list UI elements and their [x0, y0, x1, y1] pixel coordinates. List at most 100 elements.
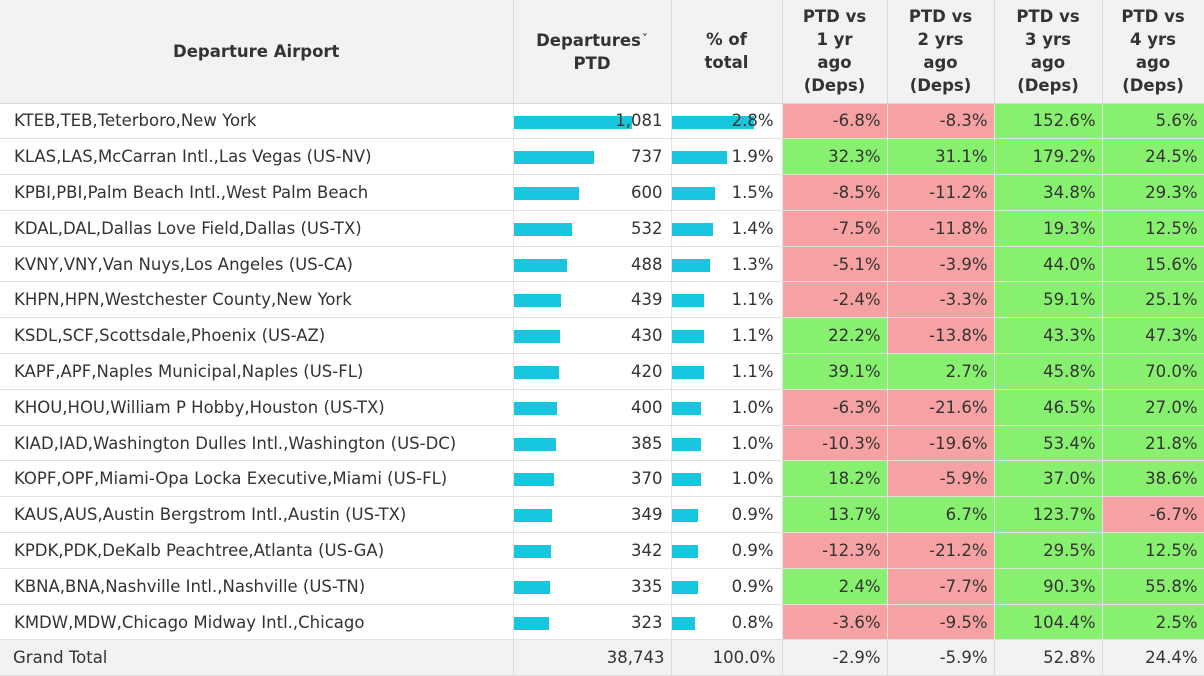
- table-row: KLAS,LAS,McCarran Intl.,Las Vegas (US-NV…: [0, 138, 1204, 176]
- departures-bar: [513, 294, 562, 308]
- departures-value: 370: [631, 469, 663, 489]
- share-cell: 0.9%: [671, 532, 783, 569]
- header-ptd-vs-4yrs: PTD vs 4 yrs ago (Deps): [1102, 0, 1204, 104]
- departures-cell: 532: [513, 210, 672, 247]
- departures-value: 323: [631, 612, 663, 632]
- share-cell: 1.0%: [671, 389, 783, 426]
- sort-descending-icon[interactable]: ˅: [641, 31, 648, 46]
- share-value: 1.1%: [731, 326, 774, 346]
- airport-name-cell: KPDK,PDK,DeKalb Peachtree,Atlanta (US-GA…: [0, 532, 514, 569]
- share-bar: [671, 509, 698, 523]
- share-bar: [671, 222, 713, 236]
- departures-value: 349: [631, 505, 663, 525]
- airport-name-cell: KVNY,VNY,Van Nuys,Los Angeles (US-CA): [0, 246, 514, 283]
- ptd-vs-1-cell: 13.7%: [782, 496, 888, 534]
- header-line: 3 yrs: [1025, 30, 1071, 50]
- header-line: ago: [817, 53, 852, 73]
- header-line: total: [704, 53, 749, 73]
- grand-total-share: 100.0%: [671, 639, 783, 676]
- share-value: 1.1%: [731, 361, 774, 381]
- ptd-vs-2-cell: -21.2%: [887, 532, 995, 569]
- departures-cell: 400: [513, 389, 672, 426]
- share-bar: [671, 580, 698, 594]
- departures-value: 488: [631, 254, 663, 274]
- grand-total-vs-3: 52.8%: [994, 639, 1103, 676]
- table-body: KTEB,TEB,Teterboro,New York 1,081 2.8% -6.8…: [0, 103, 1204, 676]
- share-cell: 0.9%: [671, 496, 783, 534]
- departures-value: 420: [631, 361, 663, 381]
- table-row: KVNY,VNY,Van Nuys,Los Angeles (US-CA) 488…: [0, 246, 1204, 283]
- departures-cell: 370: [513, 460, 672, 498]
- share-bar: [671, 545, 698, 559]
- header-line: ago: [1135, 53, 1171, 73]
- ptd-vs-3-cell: 45.8%: [994, 353, 1103, 390]
- share-bar: [671, 366, 704, 380]
- ptd-vs-3-cell: 37.0%: [994, 460, 1103, 498]
- header-line: PTD vs: [1016, 7, 1080, 27]
- ptd-vs-2-cell: -8.3%: [887, 103, 995, 140]
- header-line: PTD: [573, 53, 611, 73]
- ptd-vs-2-cell: -11.2%: [887, 174, 995, 211]
- departures-cell: 439: [513, 281, 672, 319]
- ptd-vs-2-cell: 31.1%: [887, 138, 995, 176]
- share-value: 1.0%: [731, 433, 774, 453]
- grand-total-vs-4: 24.4%: [1102, 639, 1204, 676]
- departures-cell: 488: [513, 246, 672, 283]
- header-line: (Deps): [1017, 76, 1079, 96]
- ptd-vs-3-cell: 152.6%: [994, 103, 1103, 140]
- share-cell: 0.9%: [671, 568, 783, 605]
- share-bar: [671, 258, 710, 272]
- table-row: KSDL,SCF,Scottsdale,Phoenix (US-AZ) 430 1.…: [0, 317, 1204, 355]
- departures-bar: [513, 580, 551, 594]
- share-value: 0.9%: [731, 540, 774, 560]
- table-row: KMDW,MDW,Chicago Midway Intl.,Chicago 323…: [0, 604, 1204, 641]
- ptd-vs-3-cell: 19.3%: [994, 210, 1103, 247]
- header-departures-ptd[interactable]: Departures˅ PTD: [513, 0, 672, 104]
- header-line: (Deps): [909, 76, 972, 96]
- grand-total-row: Grand Total 38,743 100.0% -2.9% -5.9% 52.8% 24…: [0, 639, 1204, 676]
- header-ptd-vs-3yrs: PTD vs 3 yrs ago (Deps): [994, 0, 1103, 104]
- share-value: 1.3%: [731, 254, 774, 274]
- departures-bar: [513, 330, 561, 344]
- header-line: (Deps): [1122, 76, 1184, 96]
- table-row: KOPF,OPF,Miami-Opa Locka Executive,Miami…: [0, 460, 1204, 498]
- table-row: KAPF,APF,Naples Municipal,Naples (US-FL)…: [0, 353, 1204, 390]
- departures-bar: [513, 616, 549, 630]
- grand-total-vs-1: -2.9%: [782, 639, 888, 676]
- ptd-vs-1-cell: -2.4%: [782, 281, 888, 319]
- departures-value: 400: [631, 397, 663, 417]
- departures-cell: 737: [513, 138, 672, 176]
- share-value: 0.9%: [731, 576, 774, 596]
- ptd-vs-4-cell: 25.1%: [1102, 281, 1204, 319]
- airport-name-cell: KOPF,OPF,Miami-Opa Locka Executive,Miami…: [0, 460, 514, 498]
- ptd-vs-3-cell: 53.4%: [994, 425, 1103, 462]
- ptd-vs-2-cell: 6.7%: [887, 496, 995, 534]
- share-cell: 1.0%: [671, 425, 783, 462]
- table-row: KIAD,IAD,Washington Dulles Intl.,Washing…: [0, 425, 1204, 462]
- ptd-vs-4-cell: 2.5%: [1102, 604, 1204, 641]
- share-cell: 1.5%: [671, 174, 783, 211]
- grand-total-vs-2: -5.9%: [887, 639, 995, 676]
- header-line: 1 yr: [816, 30, 853, 50]
- ptd-vs-3-cell: 104.4%: [994, 604, 1103, 641]
- header-ptd-vs-2yrs: PTD vs 2 yrs ago (Deps): [887, 0, 995, 104]
- departures-bar: [513, 473, 554, 487]
- ptd-vs-4-cell: 15.6%: [1102, 246, 1204, 283]
- departures-value: 737: [631, 147, 663, 167]
- header-line: Departure Airport: [173, 41, 340, 61]
- airport-name-cell: KLAS,LAS,McCarran Intl.,Las Vegas (US-NV…: [0, 138, 514, 176]
- ptd-vs-4-cell: 12.5%: [1102, 210, 1204, 247]
- table-row: KBNA,BNA,Nashville Intl.,Nashville (US-T…: [0, 568, 1204, 605]
- header-percent-of-total: % of total: [671, 0, 783, 104]
- share-bar: [671, 115, 754, 129]
- share-value: 1.9%: [731, 147, 774, 167]
- departures-bar: [513, 509, 552, 523]
- ptd-vs-2-cell: -13.8%: [887, 317, 995, 355]
- table-row: KPBI,PBI,Palm Beach Intl.,West Palm Beac…: [0, 174, 1204, 211]
- ptd-vs-1-cell: 32.3%: [782, 138, 888, 176]
- share-cell: 0.8%: [671, 604, 783, 641]
- share-value: 0.8%: [731, 612, 774, 632]
- ptd-vs-4-cell: 38.6%: [1102, 460, 1204, 498]
- share-cell: 1.4%: [671, 210, 783, 247]
